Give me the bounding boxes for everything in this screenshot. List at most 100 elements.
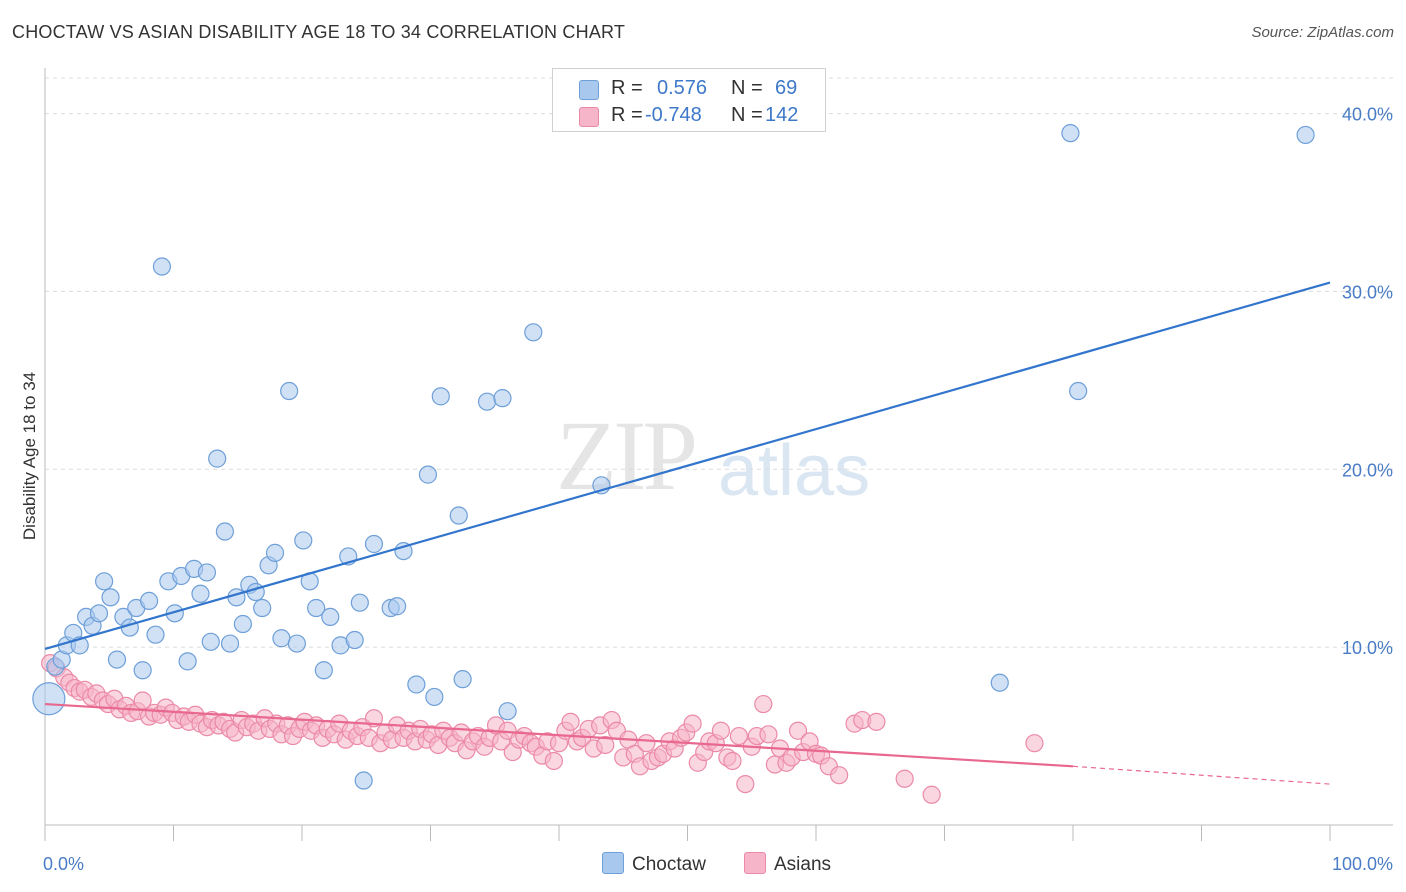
asians-point (895, 769, 914, 788)
choctaw-point (133, 661, 152, 680)
legend-swatch-asians (579, 107, 599, 127)
y-tick-label: 40.0% (1342, 105, 1393, 125)
legend-r-label: R = (611, 77, 643, 99)
bottom-legend-swatch-choctaw (602, 852, 624, 874)
watermark-atlas: atlas (718, 431, 871, 511)
legend: R = 0.576 N = 69 R = -0.748 N = 142 (552, 68, 826, 132)
tick-labels: 10.0% 20.0% 30.0% 40.0% 0.0% 100.0% (43, 105, 1393, 874)
choctaw-point (354, 771, 373, 790)
legend-n-label: N = (731, 104, 763, 126)
choctaw-point (477, 392, 497, 411)
choctaw-trend-line (44, 281, 1331, 650)
x-tick-label-min: 0.0% (43, 854, 84, 874)
choctaw-point (498, 702, 517, 721)
choctaw-point (449, 506, 468, 525)
choctaw-point (524, 323, 543, 342)
asians-point (1025, 734, 1044, 753)
legend-r-value: 0.576 (657, 77, 708, 99)
choctaw-point (493, 389, 512, 408)
legend-swatch-choctaw (579, 80, 599, 100)
asians-point (759, 725, 778, 744)
asians-point (683, 714, 702, 733)
choctaw-point (1296, 125, 1315, 145)
y-axis-title: Disability Age 18 to 34 (20, 372, 39, 540)
bottom-legend-label-choctaw: Choctaw (632, 854, 706, 875)
choctaw-point (89, 604, 109, 623)
asians-points (41, 654, 1044, 804)
asians-trend-line (44, 702, 1074, 768)
choctaw-point (107, 650, 127, 669)
choctaw-point (146, 625, 165, 644)
choctaw-point (387, 597, 407, 616)
legend-n-label: N = (731, 77, 763, 99)
choctaw-point (364, 534, 384, 554)
choctaw-point (418, 465, 438, 484)
choctaw-point (253, 598, 272, 618)
choctaw-point (425, 687, 444, 707)
choctaw-point (294, 531, 313, 550)
choctaw-point (265, 543, 285, 562)
legend-row-choctaw: R = 0.576 N = 69 (553, 75, 825, 101)
choctaw-point (321, 607, 340, 627)
x-tick-label-max: 100.0% (1332, 854, 1393, 874)
choctaw-point (280, 381, 299, 401)
choctaw-point (191, 584, 210, 603)
choctaw-point (990, 673, 1009, 692)
choctaw-point (307, 598, 326, 618)
choctaw-point (407, 675, 426, 694)
asians-point (788, 721, 808, 740)
choctaw-point (287, 634, 306, 653)
choctaw-point (208, 449, 227, 468)
trend-lines (44, 281, 1331, 785)
choctaw-point (314, 661, 333, 680)
y-tick-label: 10.0% (1342, 638, 1393, 658)
choctaw-point (1069, 381, 1088, 401)
choctaw-point (215, 522, 234, 541)
legend-r-value: -0.748 (645, 104, 702, 126)
asians-point (637, 734, 656, 753)
bottom-legend-asians: Asians (744, 852, 831, 876)
asians-point (364, 709, 384, 728)
gridlines (45, 77, 1393, 648)
asians-point (596, 735, 615, 755)
legend-row-asians: R = -0.748 N = 142 (553, 102, 825, 128)
choctaw-point (95, 572, 114, 591)
choctaw-point (201, 632, 220, 651)
asians-point (561, 712, 580, 731)
bottom-legend-label-asians: Asians (774, 854, 832, 875)
choctaw-point (345, 630, 364, 650)
choctaw-points (32, 124, 1315, 790)
choctaw-point (227, 588, 246, 607)
asians-point (922, 785, 941, 804)
choctaw-point (431, 387, 450, 406)
choctaw-point (178, 652, 197, 671)
choctaw-point (152, 257, 172, 276)
choctaw-point (453, 670, 472, 689)
choctaw-point (32, 682, 66, 716)
y-tick-label: 20.0% (1342, 460, 1393, 480)
choctaw-point (220, 634, 240, 653)
chart-title: CHOCTAW VS ASIAN DISABILITY AGE 18 TO 34… (12, 22, 626, 42)
choctaw-point (197, 563, 217, 582)
choctaw-point (101, 588, 120, 607)
asians-point (736, 774, 755, 794)
bottom-legend-swatch-asians (744, 852, 766, 874)
watermark-zip: ZIP (556, 400, 698, 511)
asians-point (544, 751, 563, 771)
choctaw-point (233, 614, 252, 634)
bottom-legend-choctaw: Choctaw (602, 852, 706, 876)
source-label: Source: ZipAtlas.com (1251, 24, 1394, 41)
choctaw-point (139, 591, 159, 611)
asians-point (830, 766, 849, 785)
choctaw-point (1061, 124, 1080, 143)
asians-point (867, 712, 886, 731)
asians-point (711, 721, 731, 740)
legend-n-value: 142 (765, 104, 799, 126)
asians-point (729, 726, 749, 746)
asians-trend-extension (1072, 765, 1331, 785)
legend-r-label: R = (611, 104, 643, 126)
y-tick-label: 30.0% (1342, 282, 1393, 302)
choctaw-point (272, 629, 291, 648)
asians-point (754, 694, 773, 714)
